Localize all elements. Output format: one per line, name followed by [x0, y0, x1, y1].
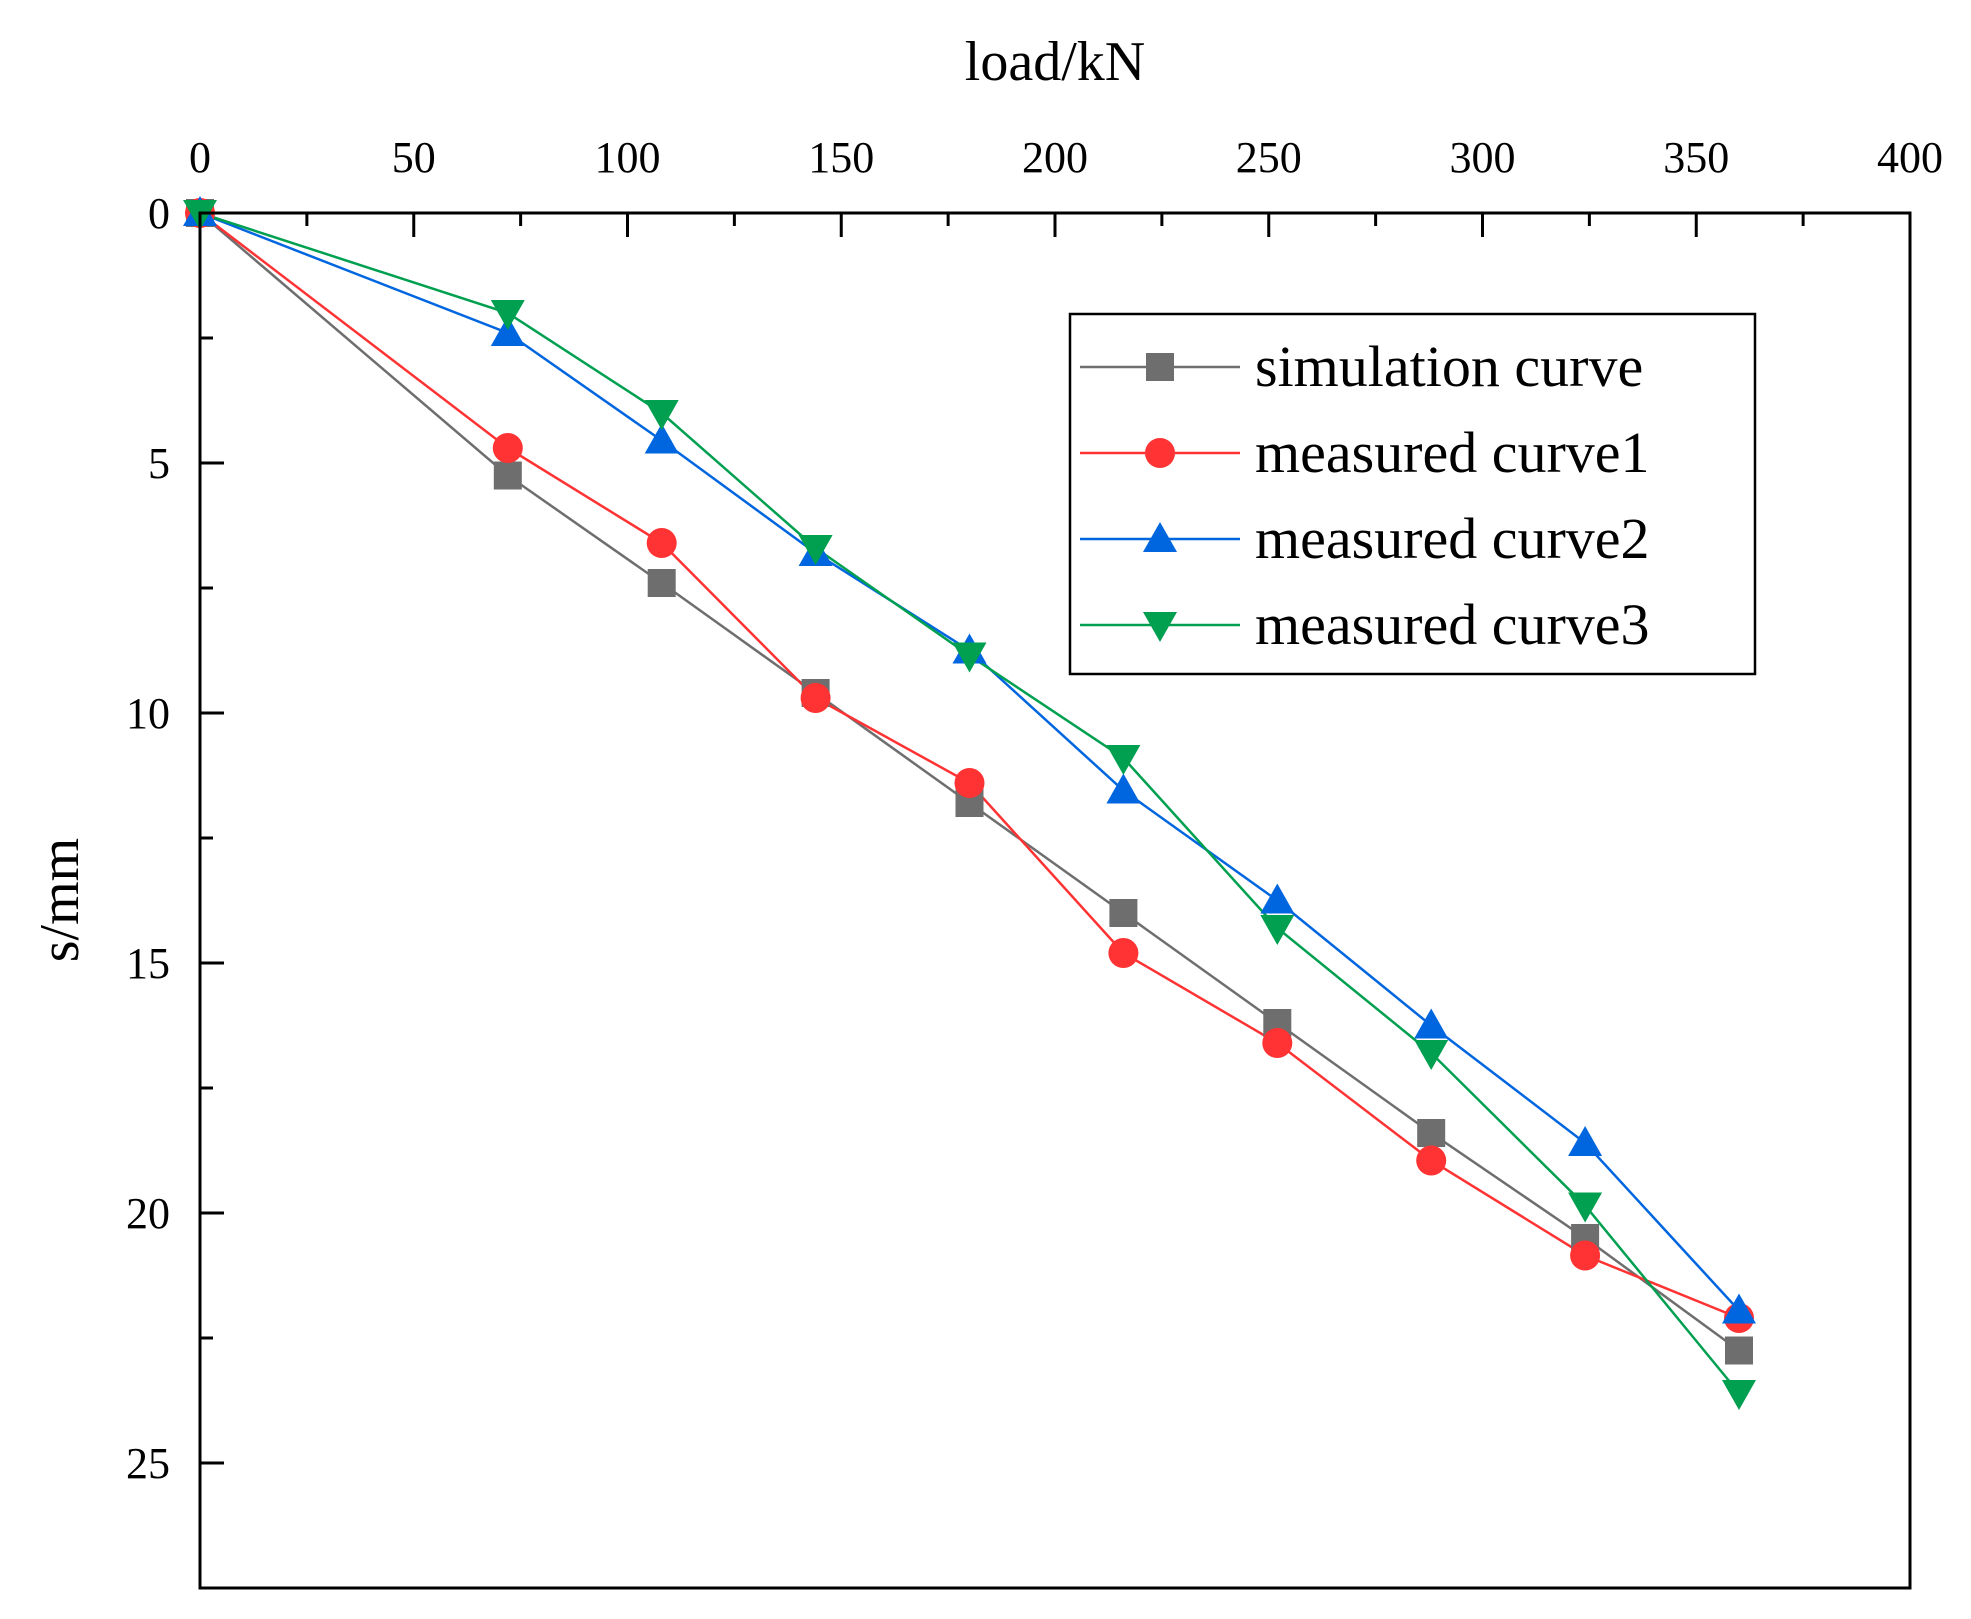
series-markers [183, 196, 1756, 1410]
legend-label: measured curve1 [1255, 420, 1650, 485]
x-tick-label: 300 [1450, 133, 1516, 182]
data-point-series-4 [952, 642, 987, 673]
y-tick-label: 20 [126, 1189, 170, 1238]
series-line-4 [199, 211, 1740, 1394]
y-axis-title: s/mm [29, 838, 91, 962]
legend-box [1068, 312, 1757, 676]
data-point-series-2 [800, 683, 831, 713]
series-lines [199, 211, 1740, 1394]
legend-label: measured curve2 [1255, 506, 1650, 571]
data-point-series-1 [647, 569, 676, 597]
legend-marker [1143, 612, 1177, 642]
data-point-series-4 [1260, 915, 1295, 945]
data-point-series-2 [1416, 1145, 1447, 1176]
data-point-series-2 [646, 528, 677, 558]
y-tick-label: 5 [148, 439, 170, 488]
data-point-series-3 [644, 423, 679, 454]
data-point-series-2 [954, 768, 985, 798]
x-tick-label: 150 [808, 133, 874, 182]
data-point-series-4 [1722, 1380, 1756, 1410]
x-tick-label: 50 [392, 133, 436, 182]
data-point-series-1 [493, 461, 522, 490]
data-point-series-2 [1262, 1028, 1293, 1058]
data-point-series-4 [1568, 1192, 1603, 1223]
y-tick-label: 15 [126, 939, 170, 988]
legend-label: measured curve3 [1255, 592, 1650, 657]
x-tick-label: 350 [1663, 133, 1729, 182]
series-line-1 [199, 212, 1740, 1352]
legend: simulation curve measured curve1 measured … [1068, 312, 1757, 676]
y-tick-labels: 0 5 10 15 20 25 [126, 189, 170, 1488]
x-tick-label: 100 [595, 133, 661, 182]
series-line-2 [199, 212, 1740, 1320]
data-point-series-1 [1725, 1336, 1753, 1365]
legend-marker [1146, 353, 1174, 381]
legend-label: simulation curve [1255, 334, 1643, 399]
data-point-series-4 [798, 535, 833, 565]
data-point-series-3 [1414, 1008, 1449, 1039]
plot-frame [198, 211, 1912, 1590]
x-tick-label: 250 [1236, 133, 1302, 182]
data-point-series-2 [1570, 1240, 1601, 1271]
data-point-series-2 [492, 433, 523, 463]
data-point-series-3 [490, 316, 525, 346]
data-point-series-3 [1260, 883, 1295, 914]
legend-items: simulation curve measured curve1 measured … [1080, 334, 1650, 657]
data-point-series-4 [490, 300, 525, 330]
axis-ticks [198, 211, 1912, 1465]
data-point-series-1 [1417, 1119, 1446, 1147]
data-point-series-2 [1108, 938, 1139, 968]
data-point-series-4 [1106, 745, 1141, 775]
legend-marker [1145, 438, 1175, 468]
data-point-series-4 [1414, 1040, 1449, 1070]
x-tick-label: 200 [1022, 133, 1088, 182]
data-point-series-3 [1722, 1293, 1756, 1324]
data-point-series-3 [1568, 1126, 1603, 1156]
series-line-3 [199, 211, 1740, 1312]
x-axis-title: load/kN [965, 31, 1145, 93]
data-point-series-4 [644, 400, 679, 430]
x-tick-label: 400 [1877, 133, 1943, 182]
y-tick-label: 10 [126, 689, 170, 738]
data-point-series-3 [1106, 773, 1141, 804]
legend-marker [1143, 522, 1177, 552]
x-tick-labels: 0 50 100 150 200 250 300 350 400 [189, 133, 1943, 182]
y-tick-label: 25 [126, 1439, 170, 1488]
data-point-series-1 [1109, 899, 1138, 927]
y-tick-label: 0 [148, 189, 170, 238]
x-tick-label: 0 [189, 133, 211, 182]
